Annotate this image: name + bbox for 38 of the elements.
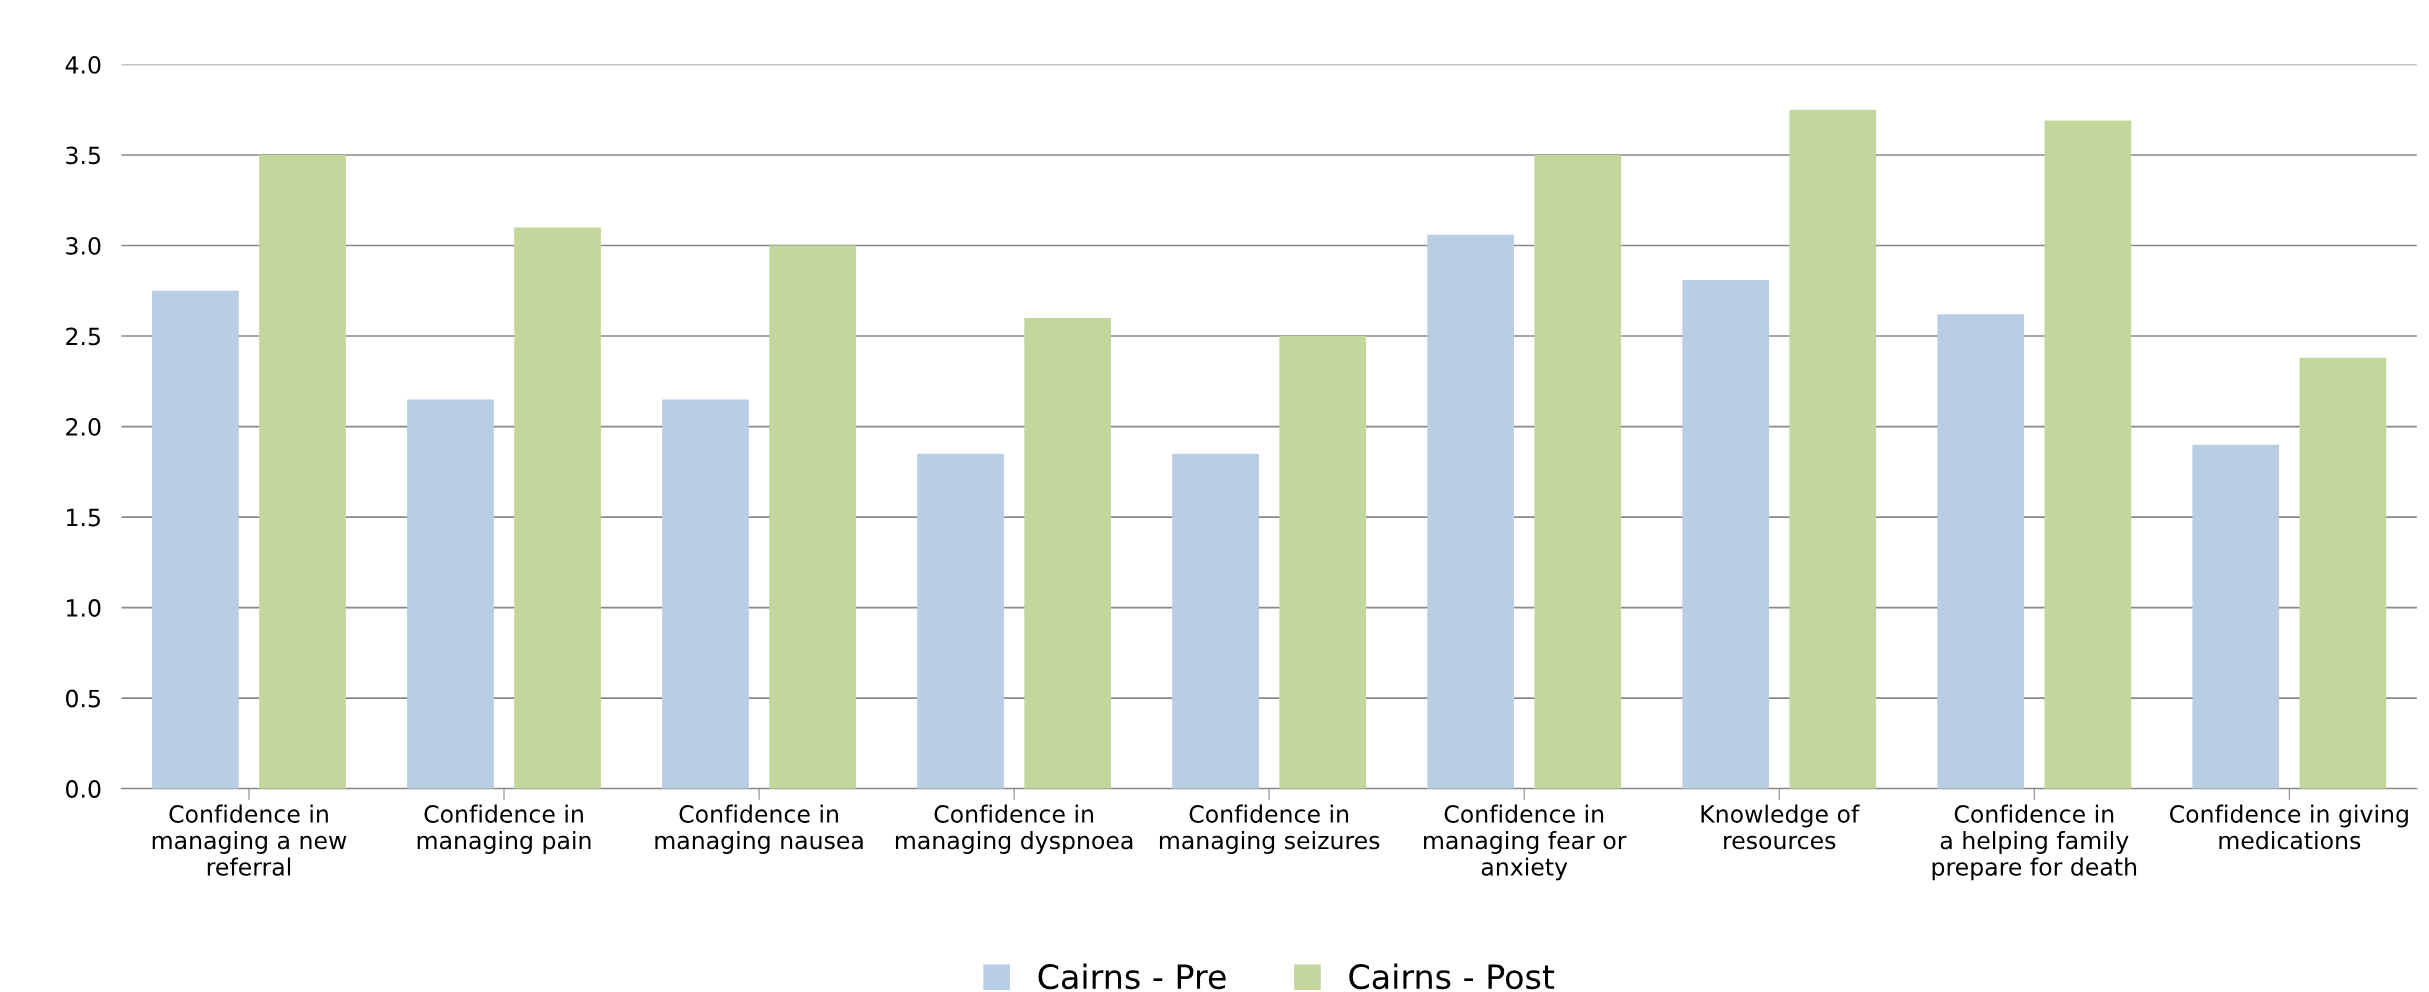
- bar: [1172, 453, 1259, 789]
- x-tick-label: Confidence in managing dyspnoea: [895, 804, 1133, 854]
- bar: [2192, 444, 2280, 789]
- y-tick-label: 4.0: [65, 55, 101, 74]
- x-tick-label: Knowledge of resources: [1701, 804, 1860, 850]
- bar: [1279, 336, 1367, 789]
- bar: [1534, 155, 1622, 789]
- x-tick-label: Confidence in managing a new referral: [152, 804, 347, 876]
- y-tick-label: 1.5: [67, 508, 100, 527]
- bar: [152, 290, 239, 789]
- bar: [1024, 317, 1112, 789]
- x-tick-label: Confidence in managing seizures: [1159, 804, 1380, 854]
- bar: [259, 155, 346, 789]
- x-tick-label: Confidence in giving medications: [2169, 804, 2408, 850]
- x-tick-label: Confidence in managing nausea: [655, 804, 863, 854]
- y-tick-label: 2.0: [66, 418, 101, 436]
- x-tick-label: Confidence in managing pain: [417, 804, 591, 854]
- y-tick-label: 0.0: [66, 780, 101, 798]
- bar: [769, 245, 856, 789]
- y-tick-label: 0.5: [66, 689, 100, 708]
- bar: [917, 453, 1004, 789]
- y-tick-label: 3.5: [66, 146, 100, 165]
- bar: [407, 399, 494, 789]
- bar: [514, 227, 601, 789]
- bar: [2299, 357, 2387, 789]
- y-tick-label: 3.0: [66, 236, 101, 255]
- bar: [1789, 109, 1877, 789]
- bar: [1427, 234, 1514, 789]
- legend-label: Cairns - Post: [1349, 963, 1555, 990]
- bar: [2044, 120, 2132, 789]
- y-tick-label: 2.5: [66, 327, 100, 346]
- bar: [1682, 279, 1770, 789]
- legend-label: Cairns - Pre: [1038, 963, 1226, 990]
- y-tick-label: 1.0: [67, 599, 101, 617]
- bar: [1937, 314, 2025, 789]
- x-tick-label: Confidence in managing fear or anxiety: [1424, 804, 1627, 881]
- bar: [662, 399, 749, 789]
- x-tick-label: Confidence in a helping family prepare for death: [1932, 804, 2137, 881]
